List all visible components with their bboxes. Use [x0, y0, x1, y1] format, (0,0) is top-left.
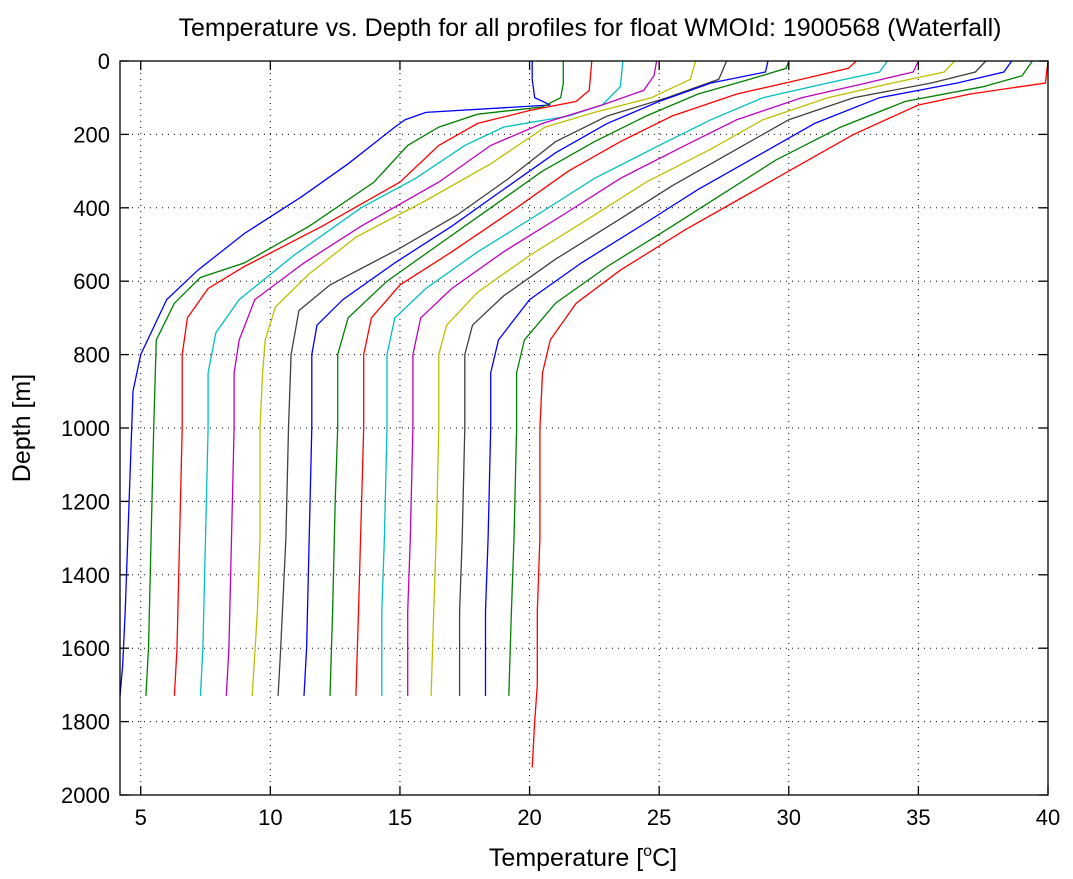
profile-line-3	[173, 60, 593, 696]
profile-line-16	[508, 60, 1033, 696]
x-tick-label: 10	[258, 805, 282, 830]
y-tick-label: 1200	[61, 489, 110, 514]
profile-line-12	[407, 60, 919, 696]
y-tick-label: 2000	[61, 783, 110, 808]
x-tick-label: 40	[1036, 805, 1060, 830]
y-tick-label: 1400	[61, 563, 110, 588]
chart-title: Temperature vs. Depth for all profiles f…	[178, 14, 1001, 42]
x-tick-label: 25	[647, 805, 671, 830]
x-tick-label: 15	[388, 805, 412, 830]
profile-line-5	[225, 60, 658, 696]
x-axis-label-superscript: o	[643, 843, 652, 860]
profile-line-7	[277, 60, 728, 696]
axis-ticks	[120, 60, 1049, 796]
x-axis-label-prefix: Temperature [	[489, 844, 643, 872]
profile-line-10	[355, 60, 857, 696]
profile-line-15	[484, 60, 1013, 696]
y-tick-label: 1600	[61, 636, 110, 661]
profile-line-4	[199, 60, 624, 696]
profile-line-6	[251, 60, 697, 696]
x-tick-label: 20	[517, 805, 541, 830]
x-tick-label: 30	[777, 805, 801, 830]
x-axis-label: Temperature [oC]	[489, 843, 677, 872]
y-tick-label: 1000	[61, 416, 110, 441]
profile-line-2	[145, 61, 564, 696]
y-tick-label: 400	[73, 196, 110, 221]
x-axis-label-suffix: C]	[652, 844, 677, 872]
profile-line-9	[329, 60, 790, 696]
plot-frame	[119, 60, 1049, 796]
y-axis-label: Depth [m]	[8, 374, 36, 482]
profile-lines	[119, 60, 1049, 768]
profile-line-1	[119, 61, 551, 696]
profile-line-17	[531, 60, 1049, 768]
x-tick-label: 35	[906, 805, 930, 830]
y-tick-labels: 0 200 400 600 800 1000 1200 1400 1600 1800 2000	[61, 49, 110, 808]
x-tick-labels: 5 10 15 20 25 30 35 40	[135, 805, 1061, 830]
profile-line-11	[381, 60, 888, 696]
profile-line-14	[458, 60, 987, 696]
y-tick-label: 600	[73, 269, 110, 294]
y-tick-label: 800	[73, 343, 110, 368]
x-tick-label: 5	[135, 805, 147, 830]
y-tick-label: 0	[98, 49, 110, 74]
y-tick-label: 1800	[61, 710, 110, 735]
profile-line-13	[430, 60, 956, 696]
gridlines	[120, 61, 1048, 795]
y-tick-label: 200	[73, 122, 110, 147]
profile-line-8	[303, 60, 769, 696]
